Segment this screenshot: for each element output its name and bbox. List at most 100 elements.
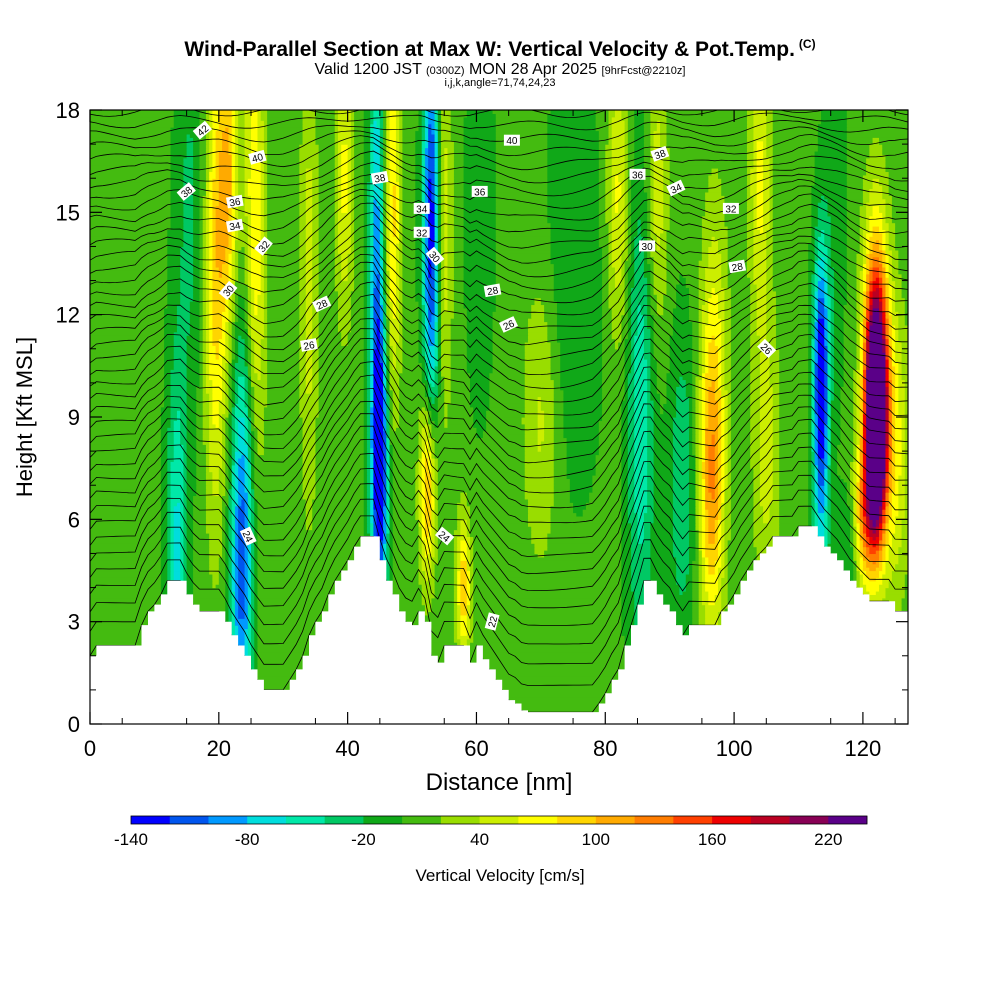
colorbar: -140 -80 -20 40 100 160 220: [114, 815, 868, 849]
theta-contour: [90, 270, 908, 376]
contour-label-bg: [471, 185, 488, 197]
contour-label-bg: [757, 338, 777, 358]
contour-label-text: 32: [725, 204, 737, 215]
colorbar-swatch: [285, 816, 325, 824]
colorbar-swatch: [557, 816, 597, 824]
contour-label-text: 22: [487, 615, 501, 629]
contour-label: 32: [722, 202, 739, 215]
contour-label-bg: [300, 338, 318, 352]
y-tick-label: 6: [68, 507, 80, 532]
y-tick-label: 3: [68, 610, 80, 635]
colorbar-tick-label: -140: [114, 830, 148, 849]
contour-label: 26: [498, 316, 519, 333]
contour-label-bg: [176, 182, 196, 201]
theta-contour: [90, 304, 908, 416]
contour-label-text: 36: [474, 187, 486, 198]
y-tick-label: 0: [68, 712, 80, 737]
x-tick-label: 120: [845, 736, 882, 761]
chart-subtitle: Valid 1200 JST (0300Z) MON 28 Apr 2025 […: [314, 61, 686, 78]
x-tick-label: 20: [207, 736, 231, 761]
theta-contour: [90, 173, 908, 221]
contour-label-text: 36: [229, 197, 242, 210]
theta-contour: [90, 394, 908, 540]
theta-contour: [90, 432, 908, 591]
contour-label-text: 36: [632, 170, 644, 181]
y-tick-label: 15: [56, 200, 80, 225]
contour-label-bg: [248, 149, 267, 165]
contour-label-bg: [425, 246, 445, 267]
colorbar-swatch: [518, 816, 558, 824]
contour-label: 40: [503, 134, 520, 147]
contour-label-text: 24: [240, 529, 255, 544]
x-tick-label: 60: [464, 736, 488, 761]
contour-label-text: 30: [642, 242, 654, 253]
theta-contour: [90, 460, 908, 627]
contour-label: 26: [300, 338, 318, 353]
colorbar-tick-label: -20: [351, 830, 376, 849]
contour-label-text: 34: [669, 182, 684, 197]
contour-label-bg: [370, 170, 389, 185]
contour-label-bg: [484, 612, 500, 631]
colorbar-swatch: [595, 816, 635, 824]
theta-contour: [90, 193, 908, 264]
theta-contour: [90, 474, 908, 645]
theta-contour: [90, 323, 908, 448]
contour-label-text: 34: [229, 221, 242, 234]
theta-contour: [90, 313, 908, 431]
colorbar-label: Vertical Velocity [cm/s]: [415, 866, 584, 885]
grid-info: i,j,k,angle=71,74,24,23: [444, 77, 556, 89]
theta-contour: [90, 211, 908, 291]
contour-label-bg: [503, 134, 520, 146]
theta-contour: [90, 359, 908, 494]
colorbar-tick-label: 220: [814, 830, 842, 849]
colorbar-swatch: [479, 816, 519, 824]
theta-contour: [90, 489, 908, 665]
contour-label: 34: [413, 202, 430, 215]
contour-label-bg: [666, 179, 686, 197]
contour-label-text: 32: [416, 228, 428, 239]
contour-label-text: 28: [731, 261, 744, 274]
theta-contour: [90, 95, 908, 105]
contour-label-bg: [483, 283, 502, 298]
contour-label: 36: [471, 185, 488, 198]
theta-contour: [90, 418, 908, 575]
contour-label: 28: [728, 259, 747, 274]
theta-contour: [90, 110, 908, 119]
colorbar-tick-label: 100: [582, 830, 610, 849]
contour-label-text: 38: [374, 173, 387, 186]
contour-label-bg: [413, 202, 430, 214]
colorbar-tick-label: -80: [235, 830, 260, 849]
copyright-mark: (C): [798, 37, 816, 51]
contour-label-bg: [728, 259, 747, 274]
contour-label-bg: [254, 236, 273, 256]
contour-label-text: 34: [416, 204, 428, 215]
colorbar-swatch: [750, 816, 790, 824]
contour-label-bg: [239, 526, 257, 546]
colorbar-swatch: [247, 816, 287, 824]
colorbar-swatch: [440, 816, 480, 824]
contour-label-text: 38: [653, 148, 668, 162]
contour-label-text: 28: [315, 298, 330, 313]
theta-contour: [90, 142, 908, 184]
contour-label: 30: [639, 240, 656, 253]
theta-contour: [90, 202, 908, 278]
contour-label: 36: [225, 194, 244, 210]
contour-label-bg: [225, 218, 244, 233]
y-axis-label: Height [Kft MSL]: [12, 337, 37, 497]
colorbar-swatch: [828, 816, 868, 824]
x-tick-label: 40: [335, 736, 359, 761]
contour-label: 40: [248, 149, 267, 166]
colorbar-swatch: [634, 816, 674, 824]
contour-label: 38: [650, 145, 670, 162]
contour-label-bg: [312, 295, 332, 313]
theta-contour: [90, 293, 908, 403]
colorbar-swatch: [169, 816, 209, 824]
theta-contour: [90, 406, 908, 557]
contour-label-text: 26: [303, 340, 316, 353]
theta-contour: [90, 178, 908, 233]
y-tick-label: 18: [56, 98, 80, 123]
contour-label-bg: [434, 526, 455, 546]
contour-label-bg: [629, 168, 646, 180]
theta-contour: [90, 505, 908, 686]
